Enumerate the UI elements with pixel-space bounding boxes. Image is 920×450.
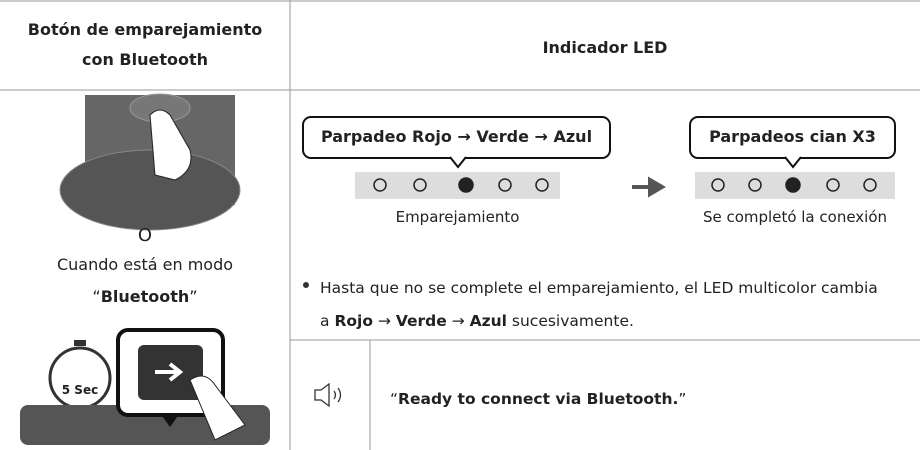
or-text: O (137, 225, 153, 246)
caption: Se completó la conexión (702, 208, 888, 226)
text-part: Bluetooth (100, 287, 190, 306)
text-part: → (446, 312, 470, 330)
note: Hasta que no se complete el emparejamien… (320, 272, 880, 338)
text-part: Rojo (334, 312, 373, 330)
header-cell: Botón de emparejamiento con Bluetooth (27, 20, 263, 69)
callout: Parpadeos cian X3 (709, 127, 876, 146)
text-part: “ (92, 287, 101, 306)
text-part: sucesivamente. (506, 312, 634, 330)
voice-prompt: “Ready to connect via Bluetooth.” (390, 390, 686, 408)
text-part: “ (390, 390, 399, 408)
mode-name: “Bluetooth” (0, 287, 290, 306)
text-part: → (372, 312, 396, 330)
text-part: Ready to connect via Bluetooth. (398, 390, 679, 408)
timer-label: 5 Sec (61, 383, 99, 397)
caption: Emparejamiento (395, 208, 520, 226)
text-part: Verde (395, 312, 447, 330)
callout: Parpadeo Rojo → Verde → Azul (320, 127, 593, 146)
text-part: Hasta que no se complete el emparejamien… (320, 279, 878, 330)
mode-text: Cuando está en modo (56, 255, 234, 274)
text-part: Azul (469, 312, 507, 330)
text-part: ” (189, 287, 198, 306)
header-cell: Indicador LED (542, 38, 668, 57)
text-part: ” (678, 390, 687, 408)
